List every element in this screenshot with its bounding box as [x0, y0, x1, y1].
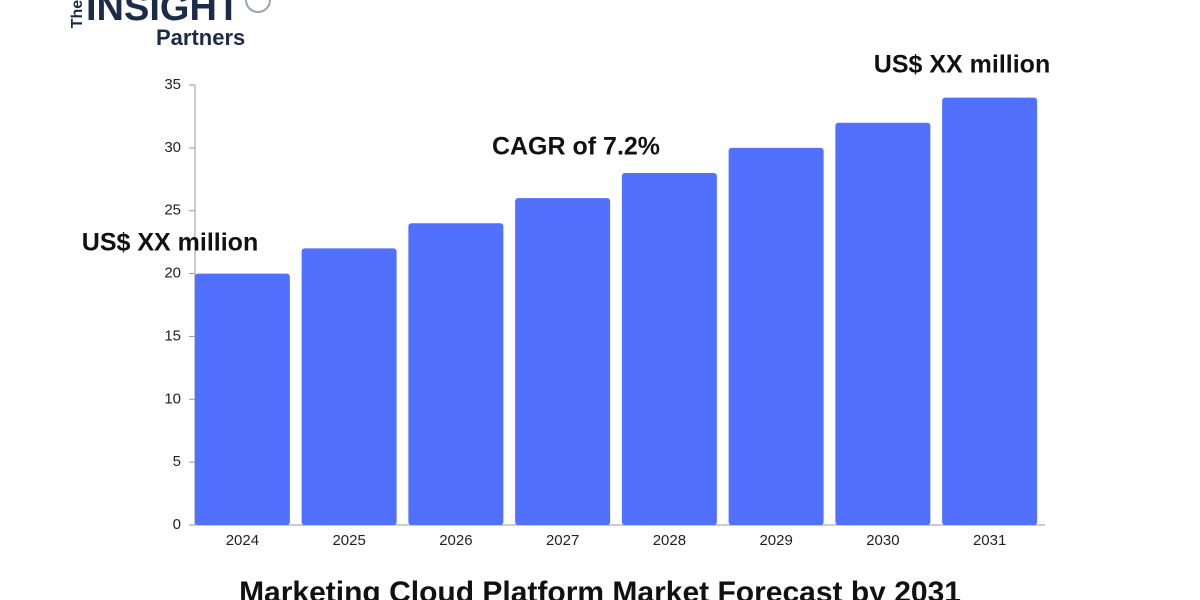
logo-prefix: The: [69, 0, 86, 28]
x-tick-label: 2029: [759, 532, 792, 549]
bar: [942, 97, 1038, 526]
logo: The INSIGHT Partners: [69, 0, 271, 50]
y-tick-label: 15: [164, 327, 181, 344]
x-tick-label: 2025: [332, 532, 365, 549]
bar: [835, 122, 931, 525]
y-tick-label: 5: [173, 453, 181, 470]
annotation: US$ XX million: [874, 51, 1050, 79]
logo-icon: [245, 0, 271, 13]
y-tick-label: 10: [164, 390, 181, 407]
annotation: CAGR of 7.2%: [492, 133, 660, 161]
bar: [194, 273, 290, 525]
logo-name: INSIGHT: [86, 0, 240, 29]
x-tick-label: 2026: [439, 532, 472, 549]
y-tick-label: 25: [164, 202, 181, 219]
y-tick-label: 35: [164, 76, 181, 93]
x-tick-label: 2030: [866, 532, 899, 549]
bar: [621, 173, 717, 525]
bar: [515, 198, 611, 525]
logo-sub: Partners: [156, 25, 245, 50]
bar: [408, 223, 504, 526]
x-tick-label: 2027: [546, 532, 579, 549]
bar: [728, 147, 824, 525]
annotation: US$ XX million: [82, 229, 258, 257]
x-tick-label: 2028: [653, 532, 686, 549]
x-tick-label: 2031: [973, 532, 1006, 549]
y-tick-label: 30: [164, 139, 181, 156]
y-tick-label: 20: [164, 265, 181, 282]
bar: [301, 248, 397, 525]
y-tick-label: 0: [173, 516, 181, 533]
x-tick-label: 2024: [226, 532, 259, 549]
chart-title: Marketing Cloud Platform Market Forecast…: [239, 576, 961, 600]
